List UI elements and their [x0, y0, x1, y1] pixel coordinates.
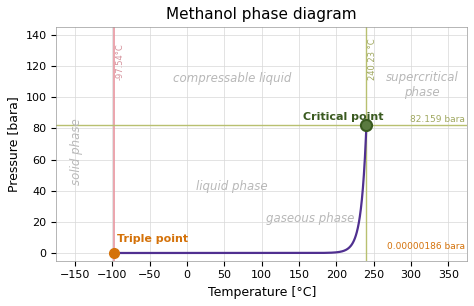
Text: Triple point: Triple point: [117, 234, 188, 244]
Text: Critical point: Critical point: [303, 112, 383, 122]
Text: 82.159 bara: 82.159 bara: [410, 114, 465, 124]
Text: gaseous phase: gaseous phase: [266, 212, 355, 225]
Title: Methanol phase diagram: Methanol phase diagram: [166, 7, 357, 22]
Text: supercritical
phase: supercritical phase: [386, 71, 459, 99]
X-axis label: Temperature [°C]: Temperature [°C]: [208, 286, 316, 299]
Text: 240.23 °C: 240.23 °C: [368, 38, 377, 80]
Text: liquid phase: liquid phase: [196, 180, 268, 192]
Text: solid phase: solid phase: [70, 118, 83, 185]
Text: -97.54°C: -97.54°C: [116, 43, 125, 80]
Text: 0.00000186 bara: 0.00000186 bara: [387, 242, 465, 251]
Text: compressable liquid: compressable liquid: [173, 72, 291, 85]
Y-axis label: Pressure [bara]: Pressure [bara]: [7, 96, 20, 192]
